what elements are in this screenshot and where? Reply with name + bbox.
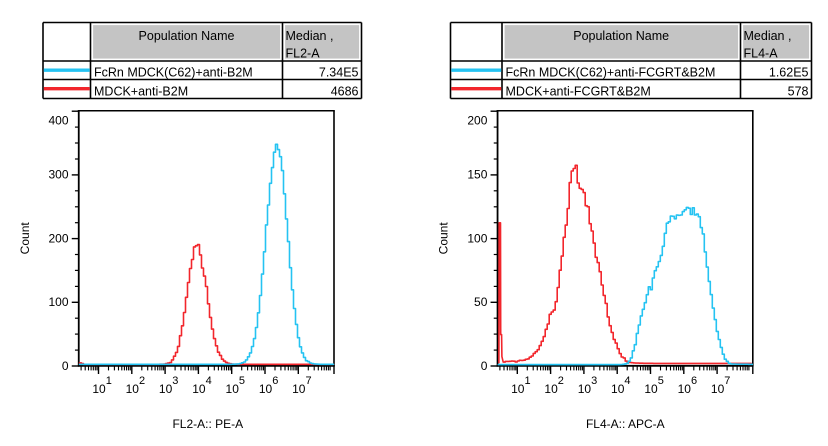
svg-text:MDCK+anti-FCGRT&B2M: MDCK+anti-FCGRT&B2M — [506, 84, 651, 98]
svg-text:3: 3 — [591, 375, 597, 387]
svg-text:10: 10 — [159, 382, 173, 396]
svg-text:100: 100 — [467, 231, 487, 245]
svg-text:Count: Count — [437, 222, 451, 255]
svg-text:1.62E5: 1.62E5 — [769, 66, 809, 80]
svg-text:7: 7 — [306, 375, 312, 387]
svg-text:Population Name: Population Name — [139, 29, 235, 43]
svg-text:10: 10 — [544, 382, 558, 396]
svg-text:FcRn MDCK(C62)+anti-FCGRT&B2M: FcRn MDCK(C62)+anti-FCGRT&B2M — [506, 66, 716, 80]
svg-text:7: 7 — [724, 375, 730, 387]
svg-text:4686: 4686 — [331, 84, 359, 98]
svg-text:MDCK+anti-B2M: MDCK+anti-B2M — [94, 84, 188, 98]
svg-text:200: 200 — [48, 231, 68, 245]
svg-text:Count: Count — [18, 222, 32, 255]
svg-text:10: 10 — [711, 382, 725, 396]
svg-text:578: 578 — [788, 84, 809, 98]
svg-text:0: 0 — [481, 359, 488, 373]
svg-text:FL4-A:: APC-A: FL4-A:: APC-A — [586, 417, 665, 431]
svg-text:10: 10 — [611, 382, 625, 396]
svg-text:1: 1 — [106, 375, 112, 387]
svg-text:4: 4 — [206, 375, 212, 387]
svg-text:Population Name: Population Name — [573, 29, 669, 43]
svg-text:10: 10 — [678, 382, 692, 396]
svg-text:5: 5 — [658, 375, 664, 387]
svg-text:10: 10 — [192, 382, 206, 396]
svg-text:100: 100 — [48, 295, 68, 309]
svg-text:50: 50 — [474, 295, 488, 309]
svg-text:FL2-A:: PE-A: FL2-A:: PE-A — [172, 417, 243, 431]
svg-text:10: 10 — [578, 382, 592, 396]
svg-text:10: 10 — [644, 382, 658, 396]
svg-text:10: 10 — [226, 382, 240, 396]
svg-text:Median ,: Median , — [744, 29, 792, 43]
svg-text:150: 150 — [467, 168, 487, 182]
svg-text:4: 4 — [624, 375, 630, 387]
svg-text:5: 5 — [239, 375, 245, 387]
svg-text:1: 1 — [525, 375, 531, 387]
svg-text:2: 2 — [558, 375, 564, 387]
svg-text:FL2-A: FL2-A — [286, 47, 321, 61]
svg-text:10: 10 — [259, 382, 273, 396]
svg-text:2: 2 — [139, 375, 145, 387]
svg-text:6: 6 — [272, 375, 278, 387]
svg-text:0: 0 — [62, 359, 69, 373]
svg-text:6: 6 — [691, 375, 697, 387]
svg-text:10: 10 — [292, 382, 306, 396]
svg-text:Median ,: Median , — [286, 29, 334, 43]
svg-text:400: 400 — [48, 114, 68, 128]
svg-text:10: 10 — [92, 382, 106, 396]
svg-text:300: 300 — [48, 168, 68, 182]
svg-text:FcRn MDCK(C62)+anti-B2M: FcRn MDCK(C62)+anti-B2M — [94, 66, 253, 80]
svg-text:10: 10 — [126, 382, 140, 396]
svg-text:7.34E5: 7.34E5 — [319, 66, 359, 80]
svg-text:FL4-A: FL4-A — [744, 47, 779, 61]
svg-text:200: 200 — [467, 114, 487, 128]
svg-text:10: 10 — [511, 382, 525, 396]
svg-text:3: 3 — [172, 375, 178, 387]
